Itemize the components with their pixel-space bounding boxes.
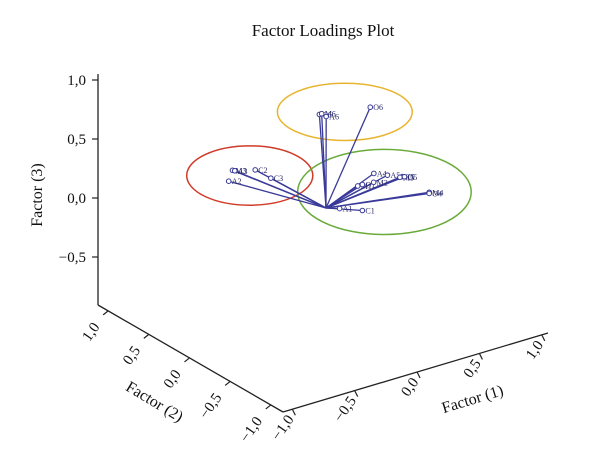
x-tick-mark bbox=[355, 391, 358, 397]
point-label: A2 bbox=[232, 177, 242, 186]
loading-point bbox=[324, 114, 329, 119]
loading-point bbox=[368, 105, 373, 110]
x-tick-label: 0,5 bbox=[461, 357, 485, 382]
loading-point bbox=[319, 111, 324, 116]
cluster-ellipse bbox=[277, 83, 412, 140]
x-axis-label: Factor (1) bbox=[440, 382, 506, 417]
y-tick-label: 0,5 bbox=[120, 344, 144, 369]
point-label: A3 bbox=[238, 167, 248, 176]
point-label: C2 bbox=[258, 166, 267, 175]
y-tick-mark bbox=[144, 334, 149, 338]
loading-point bbox=[232, 168, 237, 173]
point-label: A6 bbox=[329, 112, 339, 121]
chart-title: Factor Loadings Plot bbox=[252, 21, 395, 40]
axes-group bbox=[98, 74, 548, 412]
clusters-group bbox=[187, 83, 472, 234]
loading-spoke bbox=[229, 181, 326, 208]
x-tick-label: −1,0 bbox=[269, 412, 298, 443]
point-label: M2 bbox=[377, 178, 388, 187]
point-label: C3 bbox=[274, 174, 283, 183]
x-tick-mark bbox=[417, 372, 420, 378]
loading-point bbox=[385, 173, 390, 178]
y-tick-label: −1,0 bbox=[237, 414, 266, 445]
x-tick-mark bbox=[542, 335, 545, 341]
z-tick-label: 0,5 bbox=[67, 132, 86, 148]
loading-point bbox=[398, 175, 403, 180]
loading-point bbox=[360, 208, 365, 213]
x-axis-line bbox=[283, 333, 548, 412]
cluster-ellipse bbox=[187, 146, 313, 205]
z-tick-label: 1,0 bbox=[67, 73, 86, 89]
y-tick-mark bbox=[266, 405, 271, 409]
x-tick-label: 0,0 bbox=[398, 375, 422, 400]
x-tick-mark bbox=[479, 353, 482, 359]
z-axis-label: Factor (3) bbox=[29, 163, 46, 227]
points-group: A2M3A3C2C3C6M6A6O6A4A5M1O1M2C5M5O5C1A1M4… bbox=[226, 103, 443, 215]
point-label: O6 bbox=[373, 103, 383, 112]
loading-point bbox=[427, 191, 432, 196]
y-tick-mark bbox=[184, 358, 189, 362]
x-tick-label: 1,0 bbox=[523, 338, 547, 363]
point-label: O5 bbox=[407, 173, 417, 182]
y-tick-label: −0,5 bbox=[197, 391, 226, 422]
point-label: C1 bbox=[365, 207, 374, 216]
y-tick-mark bbox=[225, 381, 230, 385]
loading-point bbox=[360, 182, 365, 187]
loading-point bbox=[226, 179, 231, 184]
y-tick-mark bbox=[103, 311, 108, 315]
z-tick-label: −0,5 bbox=[59, 250, 86, 266]
loading-point bbox=[253, 168, 258, 173]
y-tick-label: 1,0 bbox=[80, 320, 104, 345]
x-tick-label: −0,5 bbox=[331, 394, 360, 425]
loading-point bbox=[337, 206, 342, 211]
loading-point bbox=[355, 184, 360, 189]
y-tick-label: 0,0 bbox=[161, 367, 185, 392]
loading-point bbox=[402, 174, 407, 179]
point-label: A1 bbox=[343, 205, 353, 214]
loading-point bbox=[269, 176, 274, 181]
loading-point bbox=[372, 171, 377, 176]
x-tick-mark bbox=[292, 409, 295, 415]
z-tick-label: 0,0 bbox=[67, 191, 86, 207]
point-label: O4 bbox=[432, 189, 442, 198]
loading-spoke bbox=[326, 193, 429, 208]
loading-point bbox=[371, 180, 376, 185]
